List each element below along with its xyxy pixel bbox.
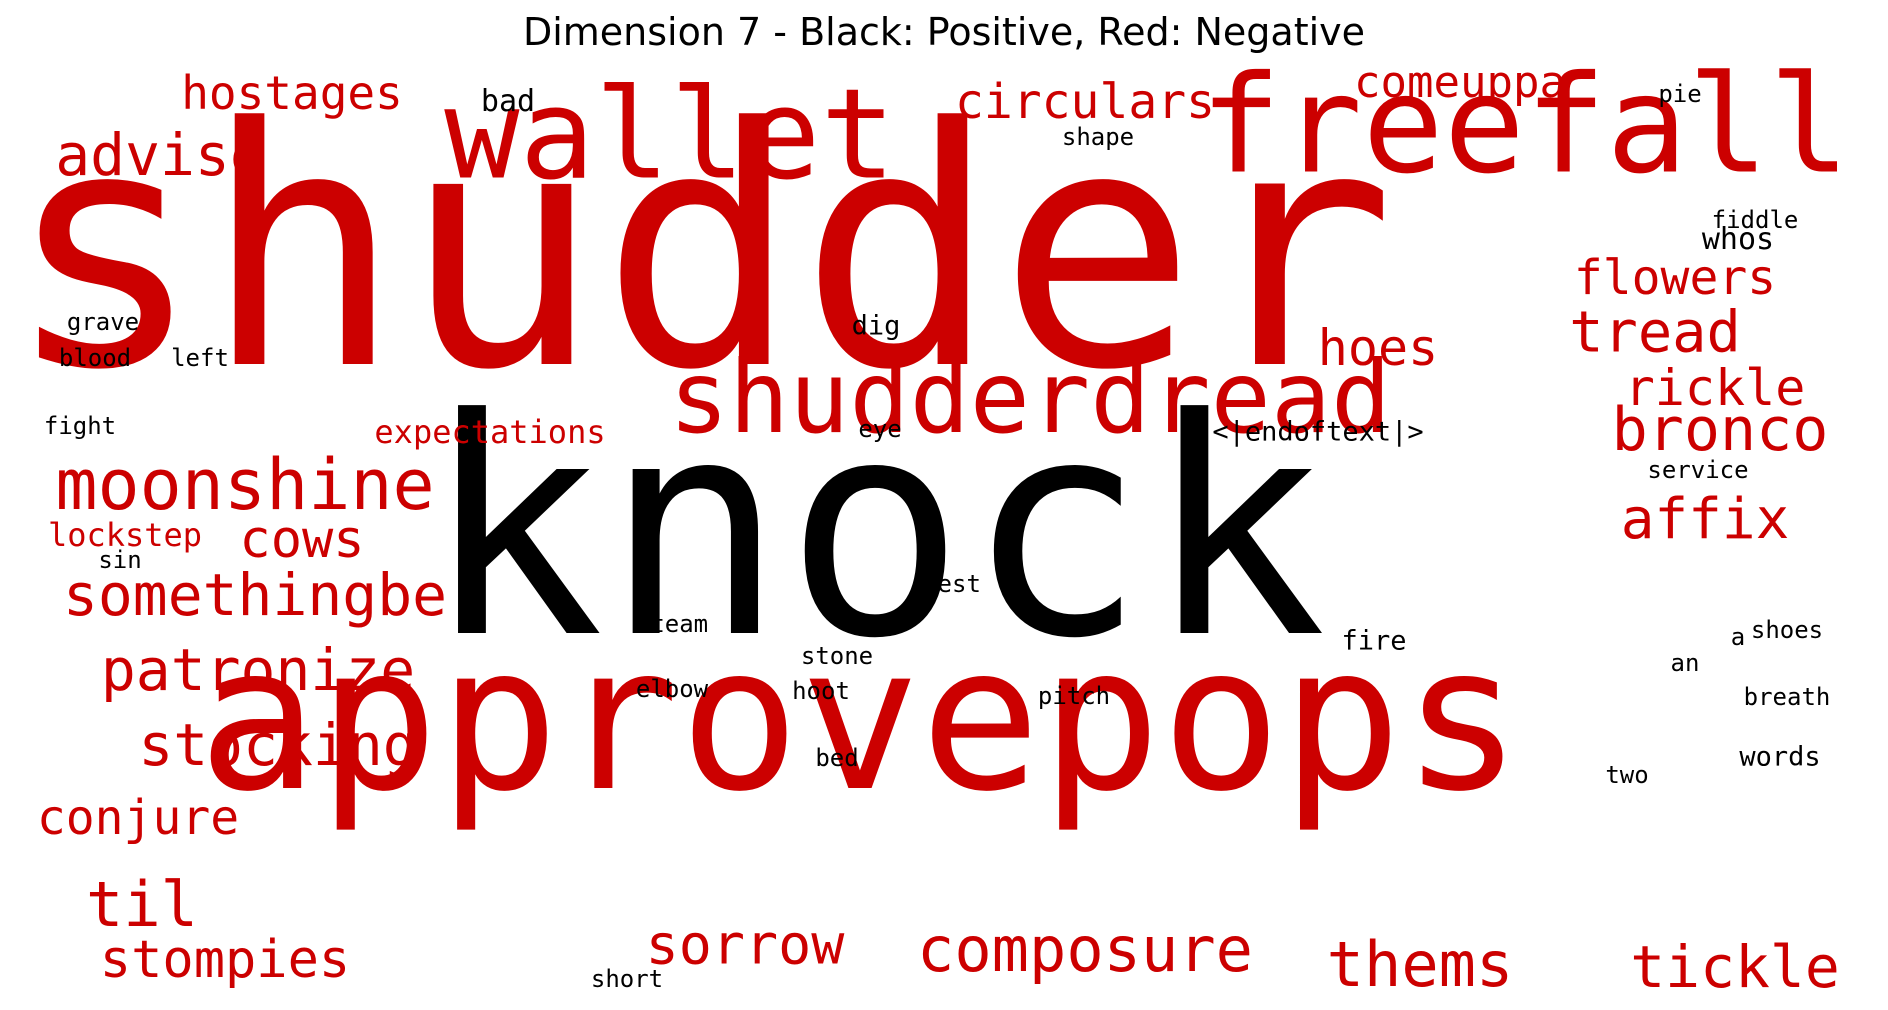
word-stompies: stompies [99, 930, 351, 990]
word-stocking: stocking [138, 711, 418, 779]
word-words: words [1739, 741, 1821, 773]
word-fire: fire [1341, 625, 1407, 657]
word-fiddle: fiddle [1711, 206, 1799, 234]
word-thems: thems [1326, 928, 1514, 1001]
word-grave: grave [66, 308, 140, 336]
word-breath: breath [1743, 683, 1831, 711]
word-dig: dig [851, 310, 901, 342]
word-eye: eye [858, 415, 902, 443]
word-somethingbe: somethingbe [62, 561, 448, 629]
word-short: short [590, 965, 664, 993]
word-left: left [171, 344, 229, 372]
word-endoftext: <|endoftext|> [1212, 416, 1424, 448]
word-approvepops: approvepops [197, 603, 1523, 836]
word-freefall: freefall [1199, 46, 1851, 204]
word-til: til [86, 868, 198, 941]
word-moonshine: moonshine [55, 444, 435, 526]
word-lockstep: lockstep [47, 516, 203, 554]
word-bronco: bronco [1611, 395, 1829, 465]
word-shudderdread: shudderdread [668, 339, 1392, 456]
word-best: best [923, 570, 981, 598]
word-conjure: conjure [36, 790, 240, 846]
word-steam: steam [635, 610, 709, 638]
word-sin: sin [98, 546, 142, 574]
word-bed: bed [815, 744, 859, 772]
word-hoes: hoes [1317, 319, 1439, 377]
word-an: an [1670, 649, 1700, 677]
word-cows: cows [239, 510, 365, 570]
word-patronize: patronize [100, 636, 416, 704]
word-advise: advise [55, 121, 265, 189]
word-sorrow: sorrow [645, 912, 845, 977]
word-wallet: wallet [444, 62, 896, 208]
word-stone: stone [800, 642, 874, 670]
word-a: a [1730, 623, 1746, 651]
word-rickle: rickle [1624, 359, 1806, 417]
word-circulars: circulars [954, 74, 1216, 130]
word-two: two [1605, 761, 1649, 789]
figure-title: Dimension 7 - Black: Positive, Red: Nega… [522, 10, 1366, 54]
word-shoes: shoes [1750, 616, 1824, 644]
word-hostages: hostages [181, 66, 403, 120]
word-fight: fight [43, 412, 117, 440]
word-pitch: pitch [1037, 682, 1111, 710]
word-pie: pie [1658, 80, 1702, 108]
word-composure: composure [917, 913, 1253, 986]
word-service: service [1647, 456, 1749, 484]
word-shudder: shudder [4, 58, 1396, 442]
word-knock: knock [423, 355, 1327, 704]
word-blood: blood [58, 344, 132, 372]
word-affix: affix [1620, 487, 1790, 552]
word-tread: tread [1569, 299, 1741, 366]
word-comeuppa: comeuppa [1354, 57, 1566, 108]
word-flowers: flowers [1573, 250, 1777, 306]
word-bad: bad [480, 84, 536, 119]
word-tickle: tickle [1630, 933, 1840, 1001]
word-whos: whos [1701, 222, 1775, 257]
word-expectations: expectations [374, 413, 606, 451]
word-shape: shape [1061, 123, 1135, 151]
word-elbow: elbow [635, 675, 709, 703]
word-hoot: hoot [792, 677, 850, 705]
